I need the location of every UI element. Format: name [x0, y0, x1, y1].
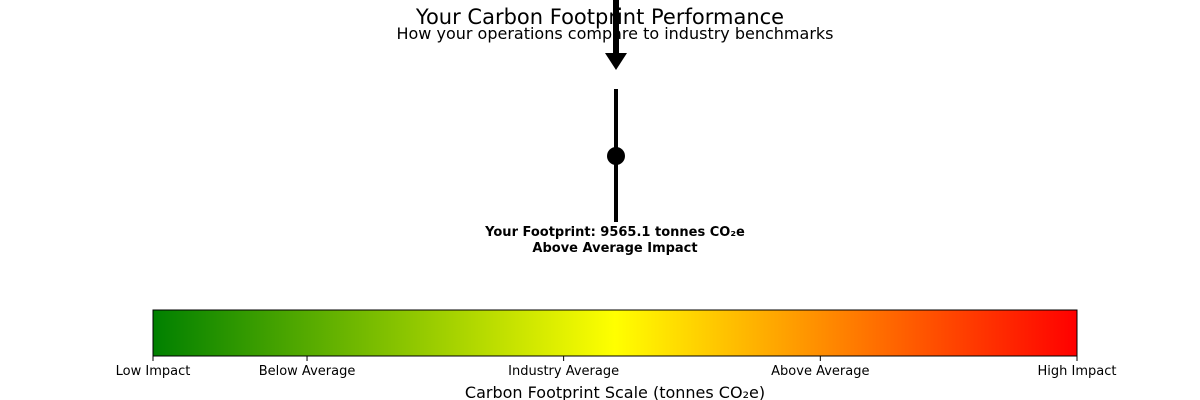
footprint-annotation: Your Footprint: 9565.1 tonnes CO₂e Above… [415, 225, 815, 257]
marker-dot [607, 147, 625, 165]
x-axis-label: Carbon Footprint Scale (tonnes CO₂e) [464, 383, 766, 400]
scale-tick-label: High Impact [1037, 364, 1117, 379]
scale-tick-label: Above Average [771, 364, 870, 379]
footprint-marker [605, 0, 627, 222]
chart-title: Your Carbon Footprint Performance [415, 5, 785, 29]
chart-subtitle: How your operations compare to industry … [396, 24, 834, 43]
scale-tick-label: Below Average [258, 364, 356, 379]
footprint-value-label: Your Footprint: 9565.1 tonnes CO₂e [485, 225, 745, 240]
scale-tick-marks [152, 356, 1078, 361]
scale-tick-label: Industry Average [508, 364, 620, 379]
color-scale-bar [152, 309, 1078, 357]
marker-arrow-head [605, 53, 627, 70]
scale-tick-label: Low Impact [115, 364, 191, 379]
footprint-category-label: Above Average Impact [532, 241, 698, 256]
